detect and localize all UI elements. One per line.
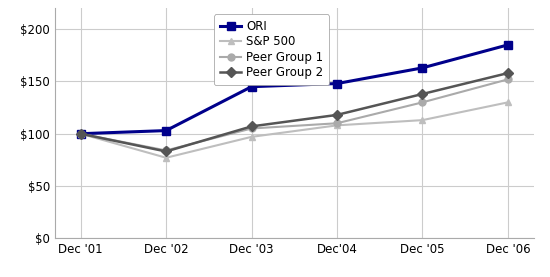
Line: Peer Group 2: Peer Group 2 xyxy=(77,70,512,155)
Line: S&P 500: S&P 500 xyxy=(77,99,512,161)
S&P 500 xyxy=(504,101,511,104)
Peer Group 1 xyxy=(419,101,426,104)
Peer Group 2 xyxy=(248,125,255,128)
S&P 500 xyxy=(248,135,255,138)
Peer Group 1 xyxy=(78,132,84,135)
Line: Peer Group 1: Peer Group 1 xyxy=(77,76,512,154)
S&P 500 xyxy=(78,132,84,135)
S&P 500 xyxy=(163,156,169,160)
S&P 500 xyxy=(334,124,340,127)
ORI xyxy=(78,132,84,135)
Peer Group 1 xyxy=(248,127,255,130)
Legend: ORI, S&P 500, Peer Group 1, Peer Group 2: ORI, S&P 500, Peer Group 1, Peer Group 2 xyxy=(214,14,329,85)
S&P 500 xyxy=(419,119,426,122)
ORI xyxy=(163,129,169,132)
Peer Group 1 xyxy=(163,149,169,152)
Line: ORI: ORI xyxy=(76,41,512,138)
Peer Group 2 xyxy=(504,71,511,75)
Peer Group 1 xyxy=(334,122,340,125)
Peer Group 2 xyxy=(163,150,169,153)
Peer Group 2 xyxy=(78,132,84,135)
Peer Group 2 xyxy=(419,92,426,96)
ORI xyxy=(504,43,511,47)
Peer Group 2 xyxy=(334,113,340,117)
ORI xyxy=(419,66,426,70)
ORI xyxy=(334,82,340,85)
ORI xyxy=(248,85,255,88)
Peer Group 1 xyxy=(504,78,511,81)
